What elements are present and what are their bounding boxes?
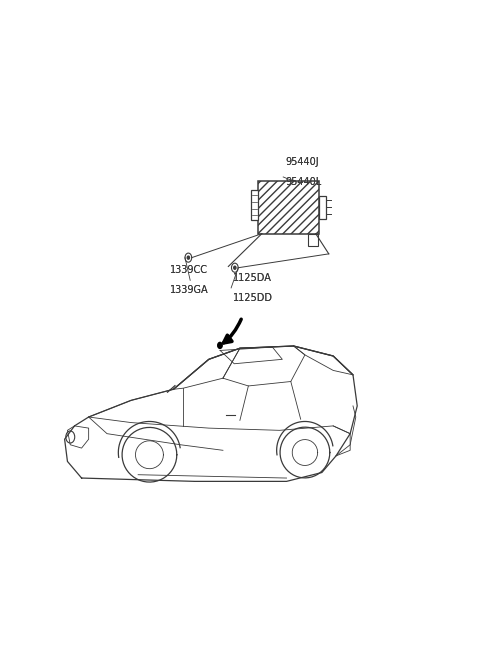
Bar	[308, 234, 318, 246]
Text: 1339CC: 1339CC	[170, 265, 208, 275]
Circle shape	[218, 343, 222, 348]
Text: 1125DD: 1125DD	[233, 293, 273, 303]
Bar	[258, 181, 320, 234]
Text: 1339GA: 1339GA	[170, 286, 208, 295]
Circle shape	[234, 266, 236, 269]
Bar	[320, 196, 326, 219]
Circle shape	[187, 256, 190, 259]
Text: 95440J: 95440J	[285, 157, 319, 167]
Text: 1339GA: 1339GA	[170, 286, 208, 295]
Text: 1125DD: 1125DD	[233, 293, 273, 303]
Text: 95440L: 95440L	[285, 177, 321, 187]
Text: 1125DA: 1125DA	[233, 273, 272, 283]
Text: 1125DA: 1125DA	[233, 273, 272, 283]
Text: 95440L: 95440L	[285, 177, 321, 187]
Bar	[252, 189, 258, 220]
Text: 95440J: 95440J	[285, 157, 319, 167]
Text: 1339CC: 1339CC	[170, 265, 208, 275]
